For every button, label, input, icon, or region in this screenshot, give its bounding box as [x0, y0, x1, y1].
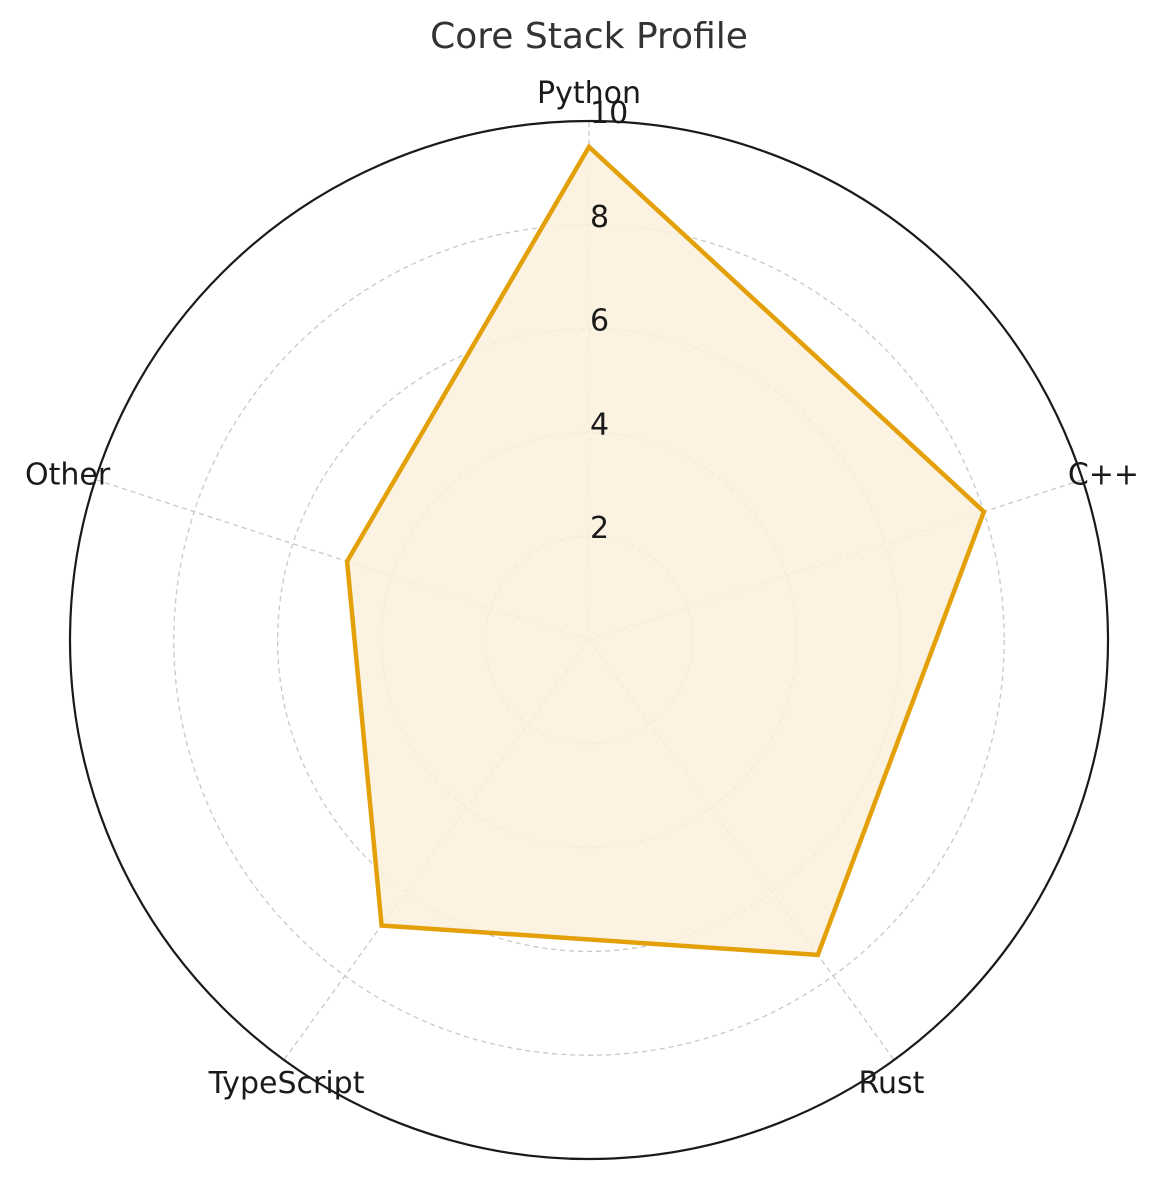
- category-label-typescript: TypeScript: [208, 1066, 365, 1101]
- r-tick-label: 10: [590, 96, 628, 131]
- r-tick-label: 2: [590, 511, 609, 546]
- spoke-line: [588, 639, 895, 1061]
- data-layer: [344, 143, 987, 958]
- series-line: [344, 143, 987, 958]
- category-label-python: Python: [537, 76, 641, 111]
- r-tick-label: 4: [590, 407, 609, 442]
- category-label-rust: Rust: [859, 1066, 925, 1101]
- outer-ring: [68, 119, 1110, 1161]
- chart-title: Core Stack Profile: [430, 16, 748, 57]
- series-area: [347, 146, 984, 955]
- category-label-c-: C++: [1068, 458, 1139, 493]
- spoke-line: [95, 479, 590, 641]
- r-tick-label: 6: [590, 304, 609, 339]
- spoke-line: [588, 479, 1083, 641]
- r-tick-label: 8: [590, 200, 609, 235]
- spoke-line: [283, 639, 590, 1061]
- category-label-other: Other: [25, 458, 111, 493]
